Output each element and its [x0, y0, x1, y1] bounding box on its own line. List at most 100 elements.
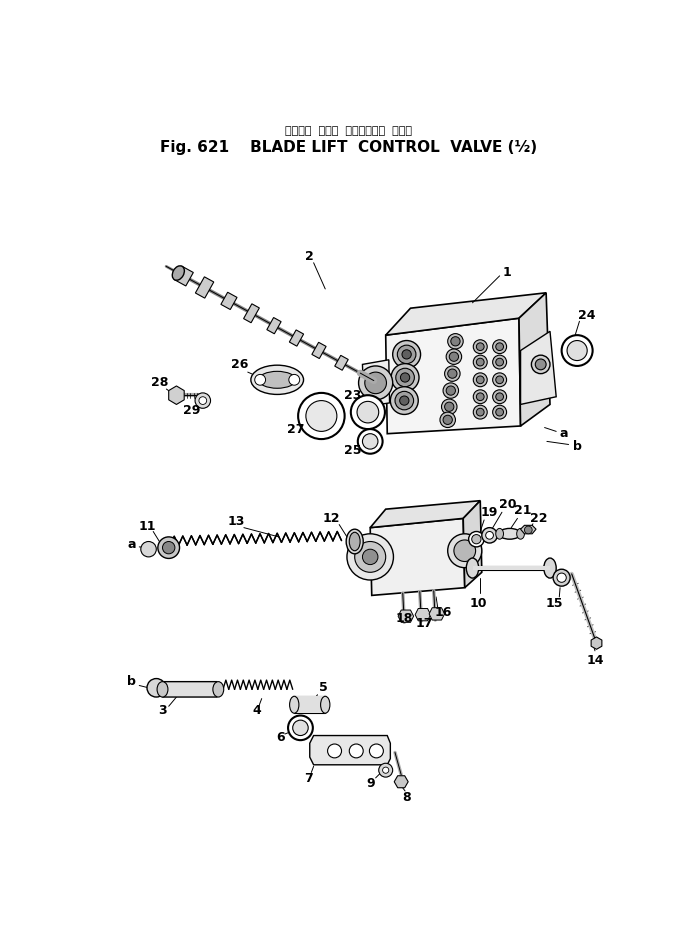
Polygon shape: [221, 293, 237, 309]
Text: 29: 29: [184, 404, 201, 418]
Ellipse shape: [172, 266, 184, 281]
Polygon shape: [370, 518, 464, 596]
Ellipse shape: [213, 681, 224, 697]
Text: 27: 27: [287, 422, 305, 435]
Ellipse shape: [499, 528, 521, 540]
Circle shape: [364, 372, 386, 393]
Circle shape: [454, 540, 475, 561]
Circle shape: [449, 352, 458, 362]
Polygon shape: [521, 331, 556, 404]
Polygon shape: [169, 386, 184, 404]
Text: 22: 22: [530, 512, 547, 525]
Circle shape: [306, 401, 337, 432]
Ellipse shape: [466, 558, 479, 578]
Circle shape: [298, 393, 345, 439]
Circle shape: [350, 744, 363, 758]
Circle shape: [391, 363, 419, 391]
Polygon shape: [429, 608, 445, 620]
Circle shape: [445, 402, 454, 411]
Ellipse shape: [320, 696, 330, 713]
Circle shape: [440, 412, 456, 428]
Circle shape: [446, 386, 456, 395]
Text: 12: 12: [323, 512, 340, 525]
Ellipse shape: [258, 371, 296, 389]
Polygon shape: [394, 775, 408, 788]
Text: 3: 3: [158, 705, 167, 718]
Circle shape: [357, 402, 379, 423]
Circle shape: [492, 390, 507, 404]
Circle shape: [492, 373, 507, 387]
Circle shape: [447, 534, 482, 568]
Circle shape: [473, 355, 488, 369]
Circle shape: [383, 767, 389, 774]
Circle shape: [447, 369, 457, 378]
Circle shape: [473, 373, 488, 387]
Circle shape: [199, 397, 207, 404]
Circle shape: [553, 569, 570, 586]
Text: 7: 7: [304, 772, 313, 785]
Polygon shape: [591, 637, 602, 650]
Text: 6: 6: [276, 731, 285, 744]
Text: 5: 5: [320, 681, 328, 694]
Circle shape: [567, 340, 588, 361]
Circle shape: [362, 433, 378, 449]
Ellipse shape: [346, 529, 363, 554]
Circle shape: [163, 541, 175, 554]
Text: ブレード  リフト  コントロール  バルブ: ブレード リフト コントロール バルブ: [285, 126, 412, 136]
Text: a: a: [127, 538, 136, 551]
Text: a: a: [560, 427, 568, 440]
Text: 16: 16: [435, 606, 452, 619]
Text: b: b: [127, 675, 136, 688]
Circle shape: [392, 340, 420, 368]
Circle shape: [292, 720, 308, 735]
Circle shape: [446, 349, 462, 364]
Circle shape: [147, 678, 166, 697]
Circle shape: [347, 534, 394, 580]
Circle shape: [496, 393, 503, 401]
Circle shape: [441, 399, 457, 415]
Text: 24: 24: [579, 309, 596, 322]
Text: 15: 15: [545, 596, 562, 610]
Circle shape: [401, 373, 410, 382]
Circle shape: [496, 358, 503, 366]
Circle shape: [473, 390, 488, 404]
Circle shape: [524, 526, 532, 534]
Circle shape: [486, 531, 494, 540]
Circle shape: [195, 393, 211, 408]
Polygon shape: [473, 566, 550, 570]
Circle shape: [379, 763, 392, 777]
Circle shape: [492, 405, 507, 419]
Text: 2: 2: [305, 250, 314, 263]
Circle shape: [255, 375, 266, 385]
Circle shape: [477, 408, 484, 416]
Circle shape: [443, 416, 452, 424]
Circle shape: [492, 340, 507, 353]
Ellipse shape: [517, 528, 524, 540]
Ellipse shape: [544, 558, 556, 578]
Polygon shape: [370, 500, 480, 528]
Polygon shape: [195, 277, 214, 298]
Circle shape: [390, 387, 418, 415]
Circle shape: [562, 336, 593, 366]
Polygon shape: [290, 330, 303, 346]
Circle shape: [473, 405, 488, 419]
Text: 1: 1: [503, 266, 512, 279]
Circle shape: [496, 376, 503, 384]
Circle shape: [328, 744, 341, 758]
Text: Fig. 621    BLADE LIFT  CONTROL  VALVE (½): Fig. 621 BLADE LIFT CONTROL VALVE (½): [160, 140, 537, 155]
Circle shape: [477, 343, 484, 350]
Circle shape: [482, 528, 497, 543]
Polygon shape: [243, 304, 259, 322]
Text: 21: 21: [514, 504, 532, 517]
Circle shape: [451, 336, 460, 346]
Text: 18: 18: [396, 612, 413, 625]
Text: 4: 4: [253, 705, 261, 718]
Text: 20: 20: [498, 498, 516, 511]
Polygon shape: [335, 355, 348, 370]
Text: 28: 28: [151, 377, 168, 390]
Polygon shape: [521, 526, 536, 534]
Circle shape: [158, 537, 180, 558]
Polygon shape: [519, 293, 550, 426]
Text: 25: 25: [343, 445, 361, 457]
Circle shape: [358, 429, 383, 454]
